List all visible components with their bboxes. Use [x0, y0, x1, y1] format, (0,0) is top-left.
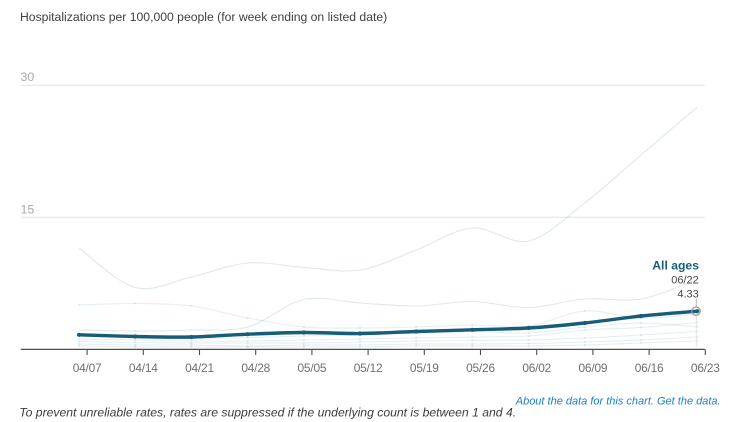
- svg-text:04/21: 04/21: [185, 361, 214, 375]
- svg-text:04/14: 04/14: [129, 361, 158, 375]
- svg-text:04/28: 04/28: [241, 361, 270, 375]
- svg-text:06/23: 06/23: [691, 361, 720, 375]
- svg-text:30: 30: [21, 70, 35, 84]
- svg-text:About the data for this chart.: About the data for this chart. Get the d…: [515, 396, 721, 408]
- svg-text:05/26: 05/26: [466, 361, 495, 375]
- svg-text:06/22: 06/22: [671, 274, 699, 286]
- svg-text:06/02: 06/02: [522, 361, 551, 375]
- svg-text:05/19: 05/19: [410, 361, 439, 375]
- svg-text:05/12: 05/12: [354, 361, 383, 375]
- svg-text:06/16: 06/16: [635, 361, 664, 375]
- svg-text:05/05: 05/05: [298, 361, 327, 375]
- svg-text:To prevent unreliable rates, r: To prevent unreliable rates, rates are s…: [19, 405, 516, 419]
- svg-text:Hospitalizations per 100,000 p: Hospitalizations per 100,000 people (for…: [20, 10, 387, 24]
- svg-text:All ages: All ages: [652, 259, 699, 273]
- svg-text:06/09: 06/09: [579, 361, 608, 375]
- svg-text:15: 15: [21, 202, 35, 216]
- svg-text:04/07: 04/07: [73, 361, 102, 375]
- svg-text:4.33: 4.33: [677, 288, 698, 300]
